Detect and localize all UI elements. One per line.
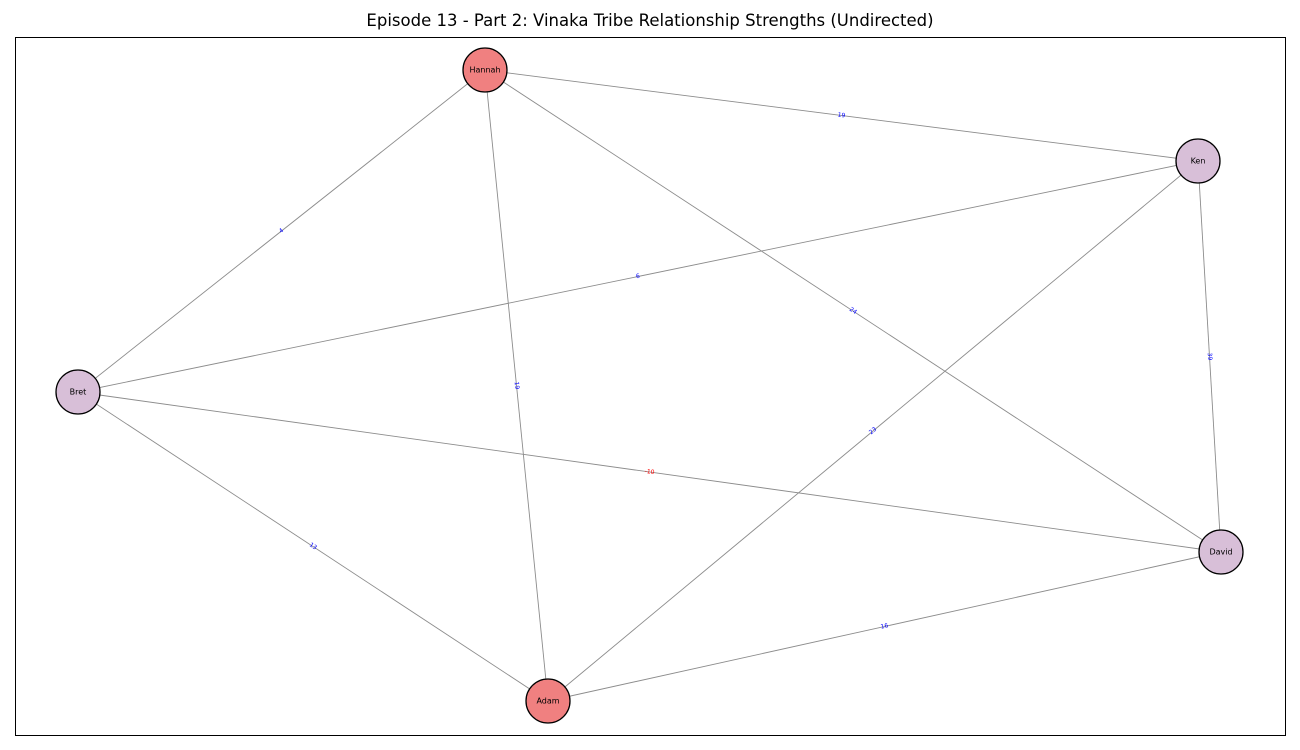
node-circle-bret <box>55 369 101 415</box>
edge-weight-label-bret-adam: 13 <box>308 541 318 551</box>
node-label-ken: Ken <box>1191 157 1206 166</box>
edge-weight-label-hannah-bret: 4 <box>278 227 285 235</box>
node-ken: Ken <box>1175 138 1221 184</box>
node-circle-david <box>1198 529 1244 575</box>
node-label-adam: Adam <box>536 697 559 706</box>
node-bret: Bret <box>55 369 101 415</box>
node-circle-adam <box>525 678 571 724</box>
edge-weight-label-adam-david: 16 <box>880 622 889 631</box>
node-circle-hannah <box>462 47 508 93</box>
edge-ken-david <box>1197 160 1222 553</box>
node-label-david: David <box>1209 548 1232 557</box>
edge-weight-label-hannah-ken: 19 <box>837 112 846 120</box>
node-circle-ken <box>1175 138 1221 184</box>
edge-hannah-adam <box>484 69 549 702</box>
edge-hannah-ken <box>484 69 1199 162</box>
node-david: David <box>1198 529 1244 575</box>
edge-weight-label-bret-david: -10 <box>644 468 655 476</box>
edge-weight-label-ken-bret: 6 <box>635 273 640 281</box>
edges-layer <box>77 69 1222 702</box>
edge-ken-bret <box>77 160 1199 393</box>
edge-bret-david <box>77 391 1222 553</box>
plot-frame <box>15 37 1286 736</box>
edge-bret-adam <box>77 391 549 702</box>
edge-hannah-david <box>484 69 1222 553</box>
edge-adam-david <box>547 551 1222 702</box>
edge-weight-label-ken-adam: 23 <box>868 426 878 436</box>
node-hannah: Hannah <box>462 47 508 93</box>
node-label-hannah: Hannah <box>469 66 500 75</box>
edge-weight-label-ken-david: 39 <box>1206 352 1213 360</box>
node-adam: Adam <box>525 678 571 724</box>
edge-weight-label-hannah-adam: 19 <box>513 381 521 389</box>
edge-ken-adam <box>547 160 1199 702</box>
edge-weight-label-hannah-david: 24 <box>848 306 858 316</box>
node-label-bret: Bret <box>70 388 87 397</box>
graph-title: Episode 13 - Part 2: Vinaka Tribe Relati… <box>366 11 934 30</box>
edge-hannah-bret <box>77 69 486 393</box>
edge-labels-layer: 19 4 19 24 6 23 39 -10 13 16 <box>278 112 1213 631</box>
nodes-layer: Hannah Ken Bret David Adam <box>55 47 1244 724</box>
